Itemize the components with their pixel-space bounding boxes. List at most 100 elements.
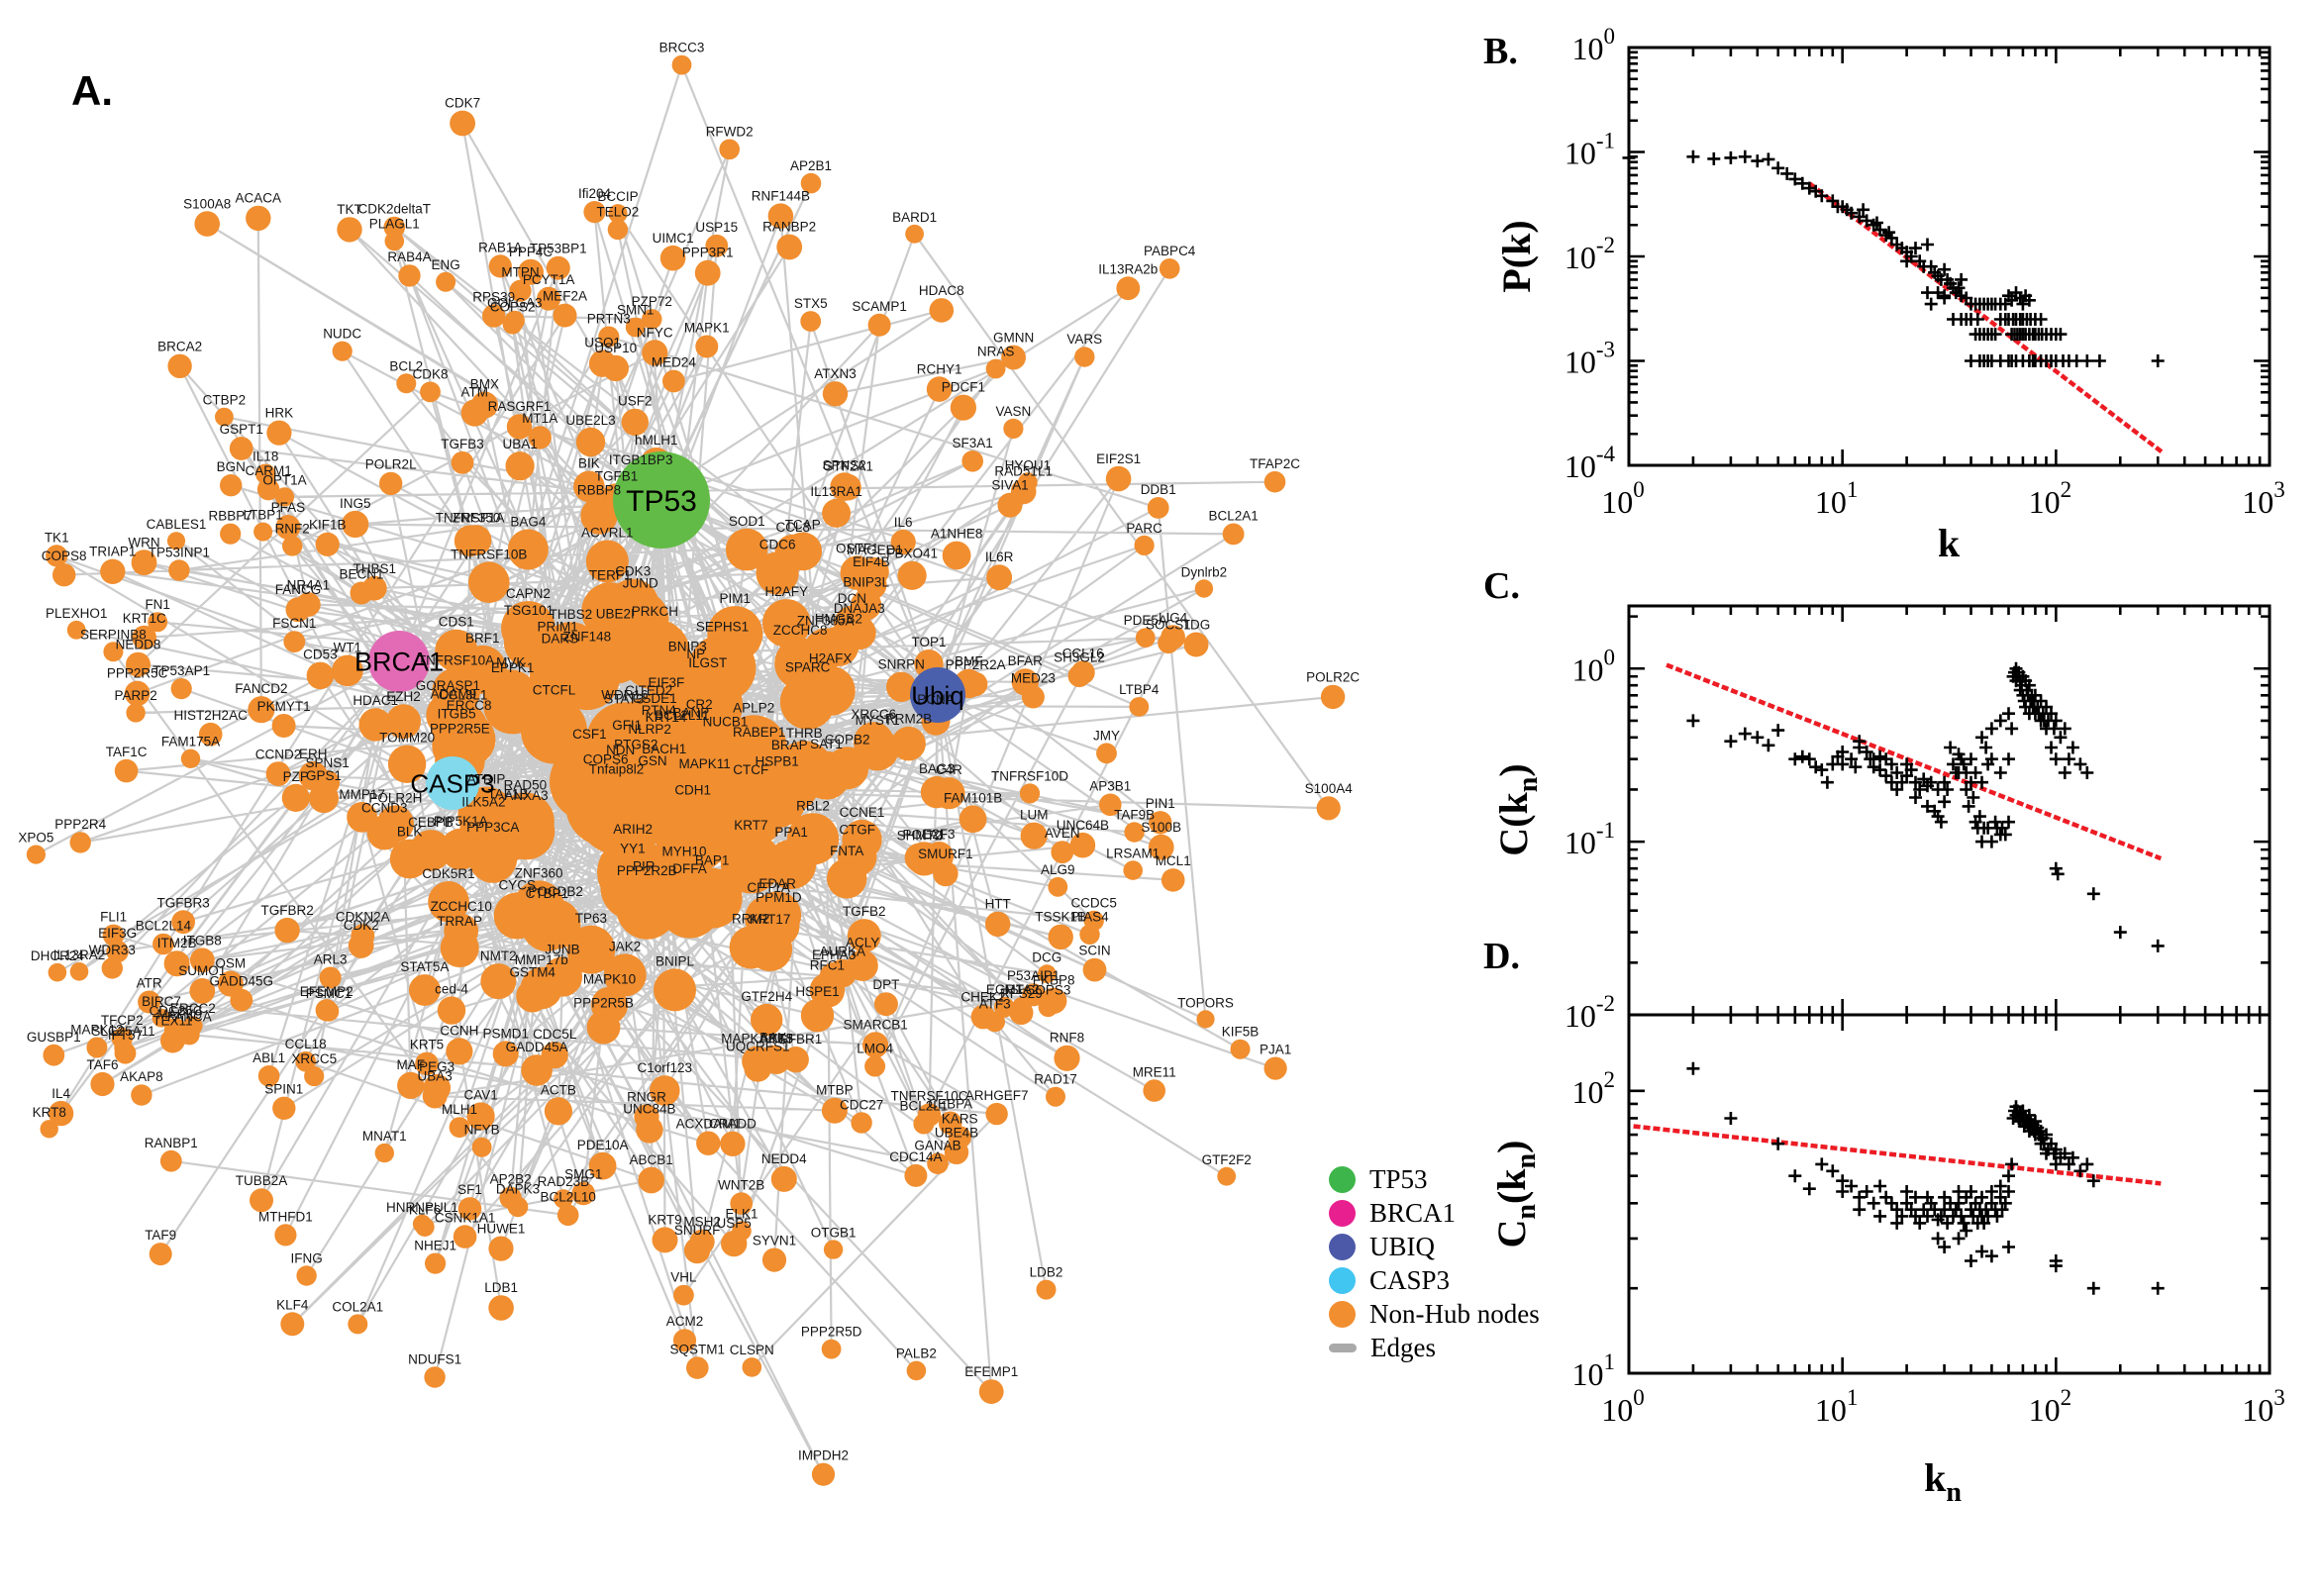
svg-text:RNF2: RNF2 <box>275 521 310 536</box>
svg-text:CPT1A: CPT1A <box>747 880 790 895</box>
svg-text:CD53: CD53 <box>303 648 338 662</box>
svg-text:SOD1: SOD1 <box>729 514 765 529</box>
legend-swatch-node <box>1329 1166 1356 1193</box>
svg-text:PLAGL1: PLAGL1 <box>369 217 420 232</box>
svg-text:LDB2: LDB2 <box>1030 1265 1063 1280</box>
svg-text:E2F3: E2F3 <box>923 827 955 842</box>
svg-text:SUMO1: SUMO1 <box>178 963 226 978</box>
network-graph: PABPC4 IMPDH2 GTF2F2 EFEMP1 KRT8 PJA1 POLR2C S1… <box>18 41 1360 1486</box>
svg-text:PRTN3: PRTN3 <box>587 312 631 327</box>
svg-text:CCL3L1: CCL3L1 <box>439 688 488 703</box>
svg-text:UBE4B: UBE4B <box>935 1126 978 1141</box>
svg-text:CCL3: CCL3 <box>775 520 810 535</box>
svg-text:BRAP: BRAP <box>771 738 808 752</box>
svg-text:PDE5A: PDE5A <box>1124 613 1167 628</box>
legend-item-2: UBIQ <box>1329 1234 1540 1260</box>
svg-text:KRT1C: KRT1C <box>123 611 166 626</box>
svg-text:HNRNPUL1: HNRNPUL1 <box>386 1200 458 1215</box>
svg-text:HIST2H2AC: HIST2H2AC <box>174 708 249 723</box>
svg-text:CDC5L: CDC5L <box>533 1027 577 1042</box>
svg-text:10-1: 10-1 <box>1565 129 1615 171</box>
svg-text:KARS: KARS <box>942 1111 978 1126</box>
svg-text:HUWE1: HUWE1 <box>477 1222 526 1237</box>
svg-text:BCL2L1: BCL2L1 <box>900 1099 949 1114</box>
svg-text:CSDE1: CSDE1 <box>633 691 677 706</box>
svg-text:TP53INP1: TP53INP1 <box>149 545 210 559</box>
svg-text:PPP3R1: PPP3R1 <box>682 246 734 260</box>
svg-text:102: 102 <box>1572 1067 1616 1110</box>
svg-text:CDK8: CDK8 <box>412 367 448 382</box>
svg-text:CSNK1A1: CSNK1A1 <box>435 1210 496 1225</box>
svg-text:RAD51L1: RAD51L1 <box>994 464 1053 479</box>
svg-text:CDC6: CDC6 <box>759 537 796 551</box>
svg-text:MAPK11: MAPK11 <box>679 756 731 771</box>
svg-text:RAD17: RAD17 <box>1034 1072 1077 1087</box>
svg-text:101: 101 <box>1815 477 1859 520</box>
svg-text:CAPN2: CAPN2 <box>506 586 551 601</box>
svg-text:DCN: DCN <box>838 591 866 606</box>
svg-text:TERF1: TERF1 <box>589 567 632 582</box>
svg-text:RANBP2: RANBP2 <box>762 220 816 235</box>
svg-text:SMG1: SMG1 <box>564 1167 602 1182</box>
data-points-pk <box>1622 150 2165 367</box>
svg-text:KRT8: KRT8 <box>33 1105 66 1120</box>
svg-text:PABPC4: PABPC4 <box>1144 244 1196 258</box>
svg-text:PSMC1: PSMC1 <box>306 986 353 1001</box>
svg-text:PARC: PARC <box>1126 521 1162 536</box>
svg-text:ZNF148: ZNF148 <box>562 630 611 645</box>
svg-text:SF1: SF1 <box>457 1182 482 1197</box>
svg-text:ERCC8: ERCC8 <box>447 698 492 713</box>
panel-d-letter: D. <box>1483 936 1520 977</box>
svg-text:PCNA: PCNA <box>917 692 955 707</box>
svg-text:IL6R: IL6R <box>985 549 1014 564</box>
svg-text:AURKA: AURKA <box>819 945 865 959</box>
svg-text:RFC1: RFC1 <box>810 958 845 973</box>
svg-text:IL18: IL18 <box>252 449 278 463</box>
svg-text:BCL2A1: BCL2A1 <box>1208 509 1258 524</box>
fit-line-ckn <box>1666 662 2163 861</box>
svg-text:XRCC5: XRCC5 <box>291 1051 337 1066</box>
legend-swatch-edge <box>1329 1344 1357 1352</box>
svg-text:DPT: DPT <box>872 977 899 992</box>
svg-text:PCYT1A: PCYT1A <box>523 272 575 287</box>
svg-text:RPS29: RPS29 <box>1000 986 1043 1001</box>
svg-text:ALG9: ALG9 <box>1041 862 1075 877</box>
svg-text:TP53BP1: TP53BP1 <box>530 242 587 256</box>
svg-text:COPS2: COPS2 <box>490 300 536 315</box>
ylabel-cnkn: Cn(kn) <box>1489 1141 1542 1248</box>
svg-text:NHEJ1: NHEJ1 <box>414 1239 456 1253</box>
svg-text:MEF2A: MEF2A <box>543 289 587 304</box>
svg-text:FN1: FN1 <box>145 597 170 612</box>
svg-text:YY1: YY1 <box>620 841 646 855</box>
svg-text:NLRP2: NLRP2 <box>628 722 671 737</box>
svg-text:MAPKAPK5: MAPKAPK5 <box>721 1032 793 1047</box>
svg-text:COPS3: COPS3 <box>1026 982 1071 997</box>
svg-text:PPP2R5E: PPP2R5E <box>430 721 490 736</box>
svg-text:USP15: USP15 <box>695 220 738 235</box>
svg-text:SPNS2: SPNS2 <box>823 457 866 472</box>
svg-text:PRKCH: PRKCH <box>632 604 678 619</box>
svg-text:TSSK1B: TSSK1B <box>1035 910 1086 925</box>
svg-text:BNIP3: BNIP3 <box>668 640 707 654</box>
svg-text:MNAT1: MNAT1 <box>362 1129 407 1144</box>
svg-text:TGFB1: TGFB1 <box>595 468 639 483</box>
svg-text:ITGB8: ITGB8 <box>183 933 222 948</box>
svg-text:GADD45G: GADD45G <box>210 974 274 989</box>
svg-text:Ifi204: Ifi204 <box>578 186 612 201</box>
svg-text:WDR16: WDR16 <box>601 687 648 702</box>
xlabel-pk: k <box>1938 521 1961 565</box>
hub-node-tp53 <box>613 451 710 549</box>
svg-text:SMURF1: SMURF1 <box>918 847 973 861</box>
svg-text:MYST1: MYST1 <box>856 713 900 728</box>
svg-text:TGFBR3: TGFBR3 <box>156 895 209 910</box>
svg-text:S100B: S100B <box>1141 820 1181 835</box>
svg-text:RAB1A: RAB1A <box>478 240 522 254</box>
svg-text:PIR: PIR <box>633 859 656 874</box>
svg-text:SYVN1: SYVN1 <box>753 1234 796 1248</box>
svg-text:ACXDAM1: ACXDAM1 <box>676 1116 741 1131</box>
svg-text:TNFRSF10B: TNFRSF10B <box>451 547 527 561</box>
svg-text:ATXN3: ATXN3 <box>814 366 857 381</box>
svg-text:RNF144B: RNF144B <box>752 188 810 203</box>
svg-text:MAGED1: MAGED1 <box>847 543 903 557</box>
